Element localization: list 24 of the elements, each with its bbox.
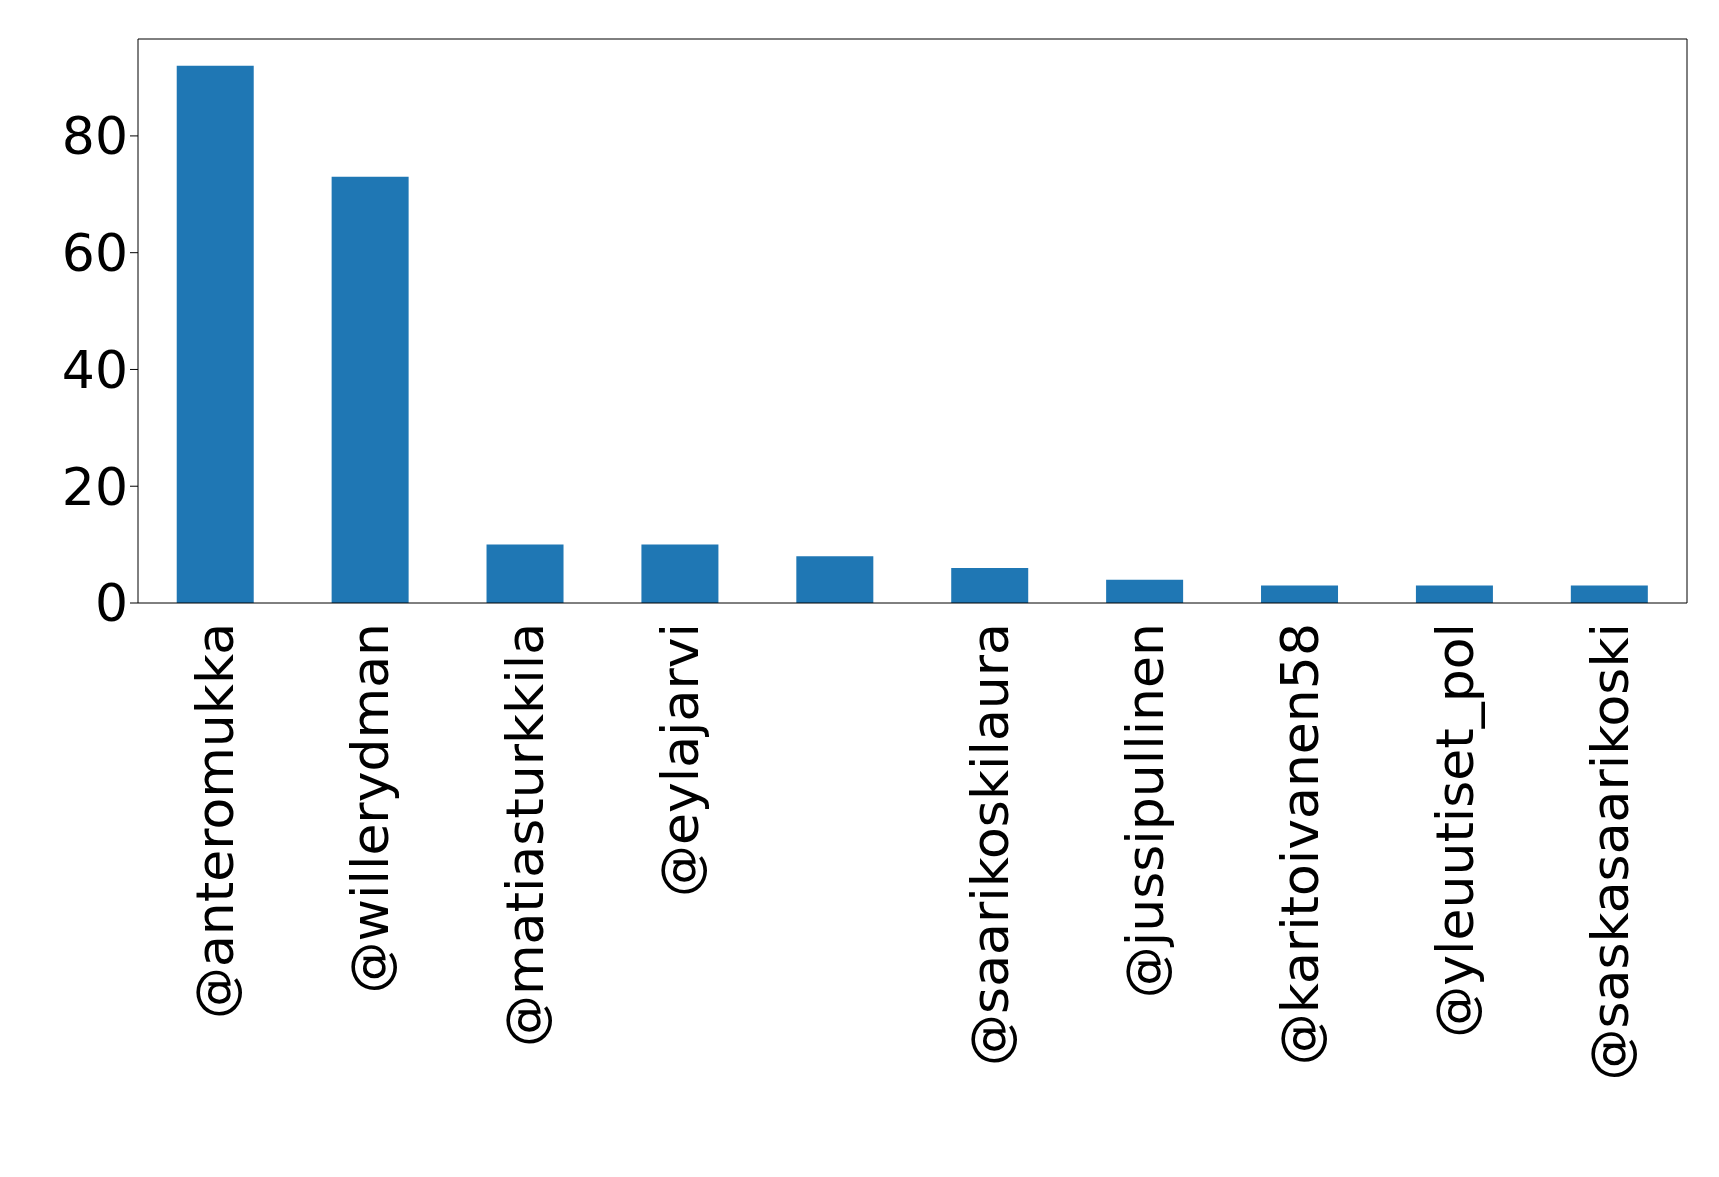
y-tick-label: 80 <box>61 106 128 167</box>
bar <box>176 65 254 603</box>
y-tick-label: 0 <box>94 573 128 634</box>
x-tick-label: @karitoivanen58 <box>1269 623 1330 1066</box>
y-tick-label: 40 <box>61 339 128 400</box>
y-tick-label: 60 <box>61 223 128 284</box>
bar <box>1261 585 1339 603</box>
bar <box>951 567 1029 603</box>
x-tick-label: @matiasturkkila <box>495 623 556 1048</box>
bar <box>1415 585 1493 603</box>
x-tick-label: @jussipullinen <box>1114 623 1175 999</box>
x-tick-label: @anteromukka <box>185 623 246 1020</box>
bar <box>331 176 409 603</box>
x-tick-label: @saarikoskilaura <box>959 623 1020 1066</box>
bar <box>1570 585 1648 603</box>
x-tick-label: @yleuutiset_pol <box>1424 623 1485 1038</box>
bar <box>486 544 564 603</box>
bar <box>1106 579 1184 603</box>
x-tick-label: @willerydman <box>340 623 401 994</box>
y-tick-label: 20 <box>61 456 128 517</box>
bar <box>796 556 874 603</box>
bar <box>641 544 719 603</box>
x-tick-label: @saskasaarikoski <box>1579 623 1640 1081</box>
x-tick-label: @eylajarvi <box>650 623 711 897</box>
